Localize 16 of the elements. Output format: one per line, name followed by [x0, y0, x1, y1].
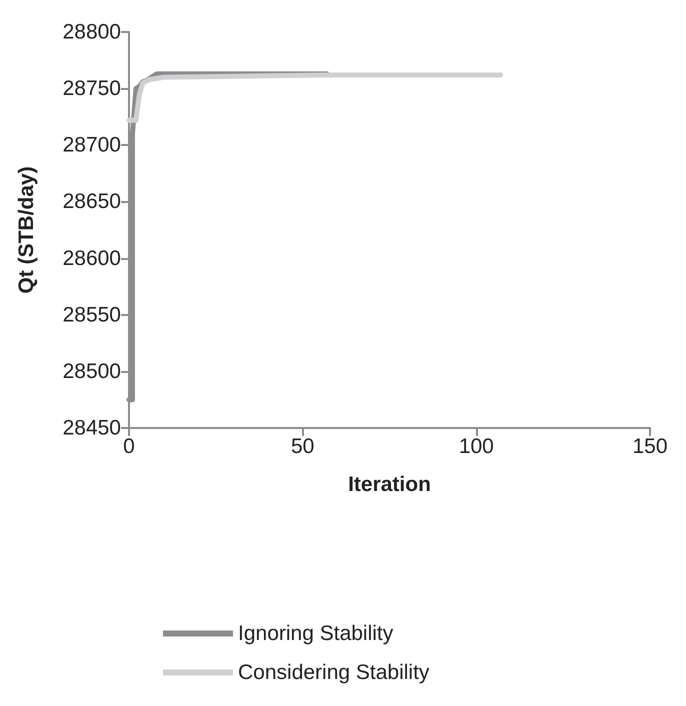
legend-label: Ignoring Stability [238, 622, 394, 645]
y-tick-label: 28500 [62, 360, 121, 383]
y-tick-label: 28750 [62, 77, 121, 100]
x-tick-label: 0 [123, 435, 135, 458]
y-tick-label: 28650 [62, 190, 121, 214]
x-tick-label: 50 [290, 435, 314, 458]
x-tick-label: 150 [632, 435, 668, 458]
legend-label: Considering Stability [238, 661, 430, 684]
y-tick-label: 28550 [62, 303, 121, 326]
x-tick-label: 100 [458, 435, 494, 458]
y-tick-label: 28800 [62, 20, 121, 44]
y-tick-label: 28600 [62, 246, 121, 270]
y-tick-label: 28450 [62, 416, 121, 440]
y-tick-label: 28700 [62, 134, 121, 157]
y-axis-title: Qt (STB/day) [15, 166, 38, 294]
x-axis-title: Iteration [348, 473, 431, 496]
